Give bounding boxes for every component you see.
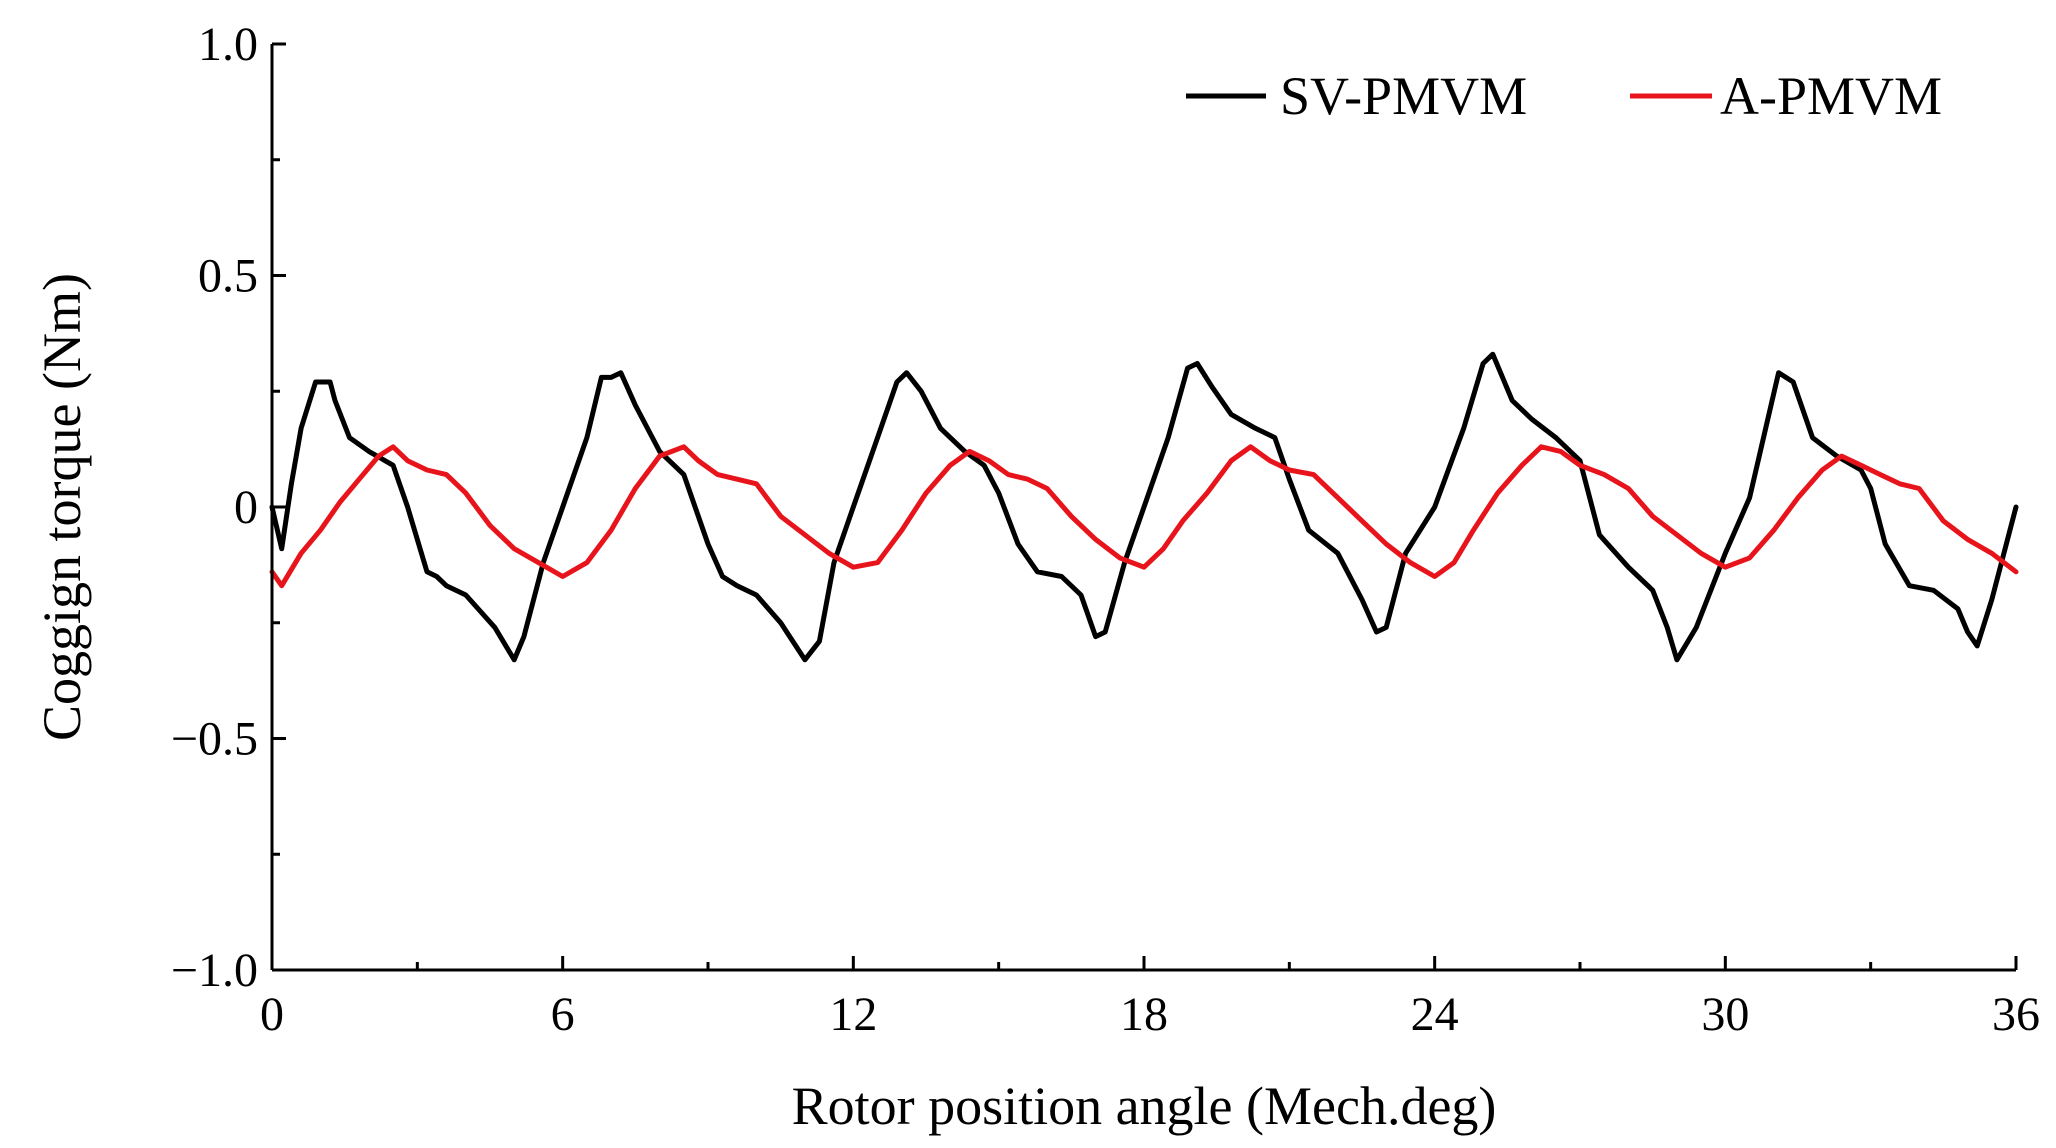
series-line-a-pmvm (269, 444, 2019, 589)
x-axis-title: Rotor position angle (Mech.deg) (792, 1076, 1497, 1136)
x-tick-label: 12 (829, 988, 877, 1041)
y-tick-label: 0.5 (198, 250, 258, 303)
y-tick-label: 1.0 (198, 18, 258, 71)
y-axis-title: Coggign torque (Nm) (32, 273, 92, 741)
series-line-sv-pmvm (269, 351, 2019, 663)
x-tick-label: 6 (551, 988, 575, 1041)
y-tick-label: −1.0 (171, 944, 258, 997)
x-tick-label: 0 (260, 988, 284, 1041)
x-tick-label: 24 (1411, 988, 1459, 1041)
x-tick-label: 30 (1701, 988, 1749, 1041)
legend-label-a-pmvm: A-PMVM (1720, 66, 1942, 126)
axes-layer: −1.0 −0.5 0 0.5 1.0 0 6 12 18 24 30 36 (171, 18, 2040, 1041)
legend: SV-PMVM A-PMVM (1186, 66, 1942, 126)
y-tick-label: −0.5 (171, 713, 258, 766)
x-tick-label: 36 (1992, 988, 2040, 1041)
x-tick-label: 18 (1120, 988, 1168, 1041)
legend-label-sv-pmvm: SV-PMVM (1280, 66, 1527, 126)
y-tick-label: 0 (234, 481, 258, 534)
series-layer (269, 351, 2019, 663)
